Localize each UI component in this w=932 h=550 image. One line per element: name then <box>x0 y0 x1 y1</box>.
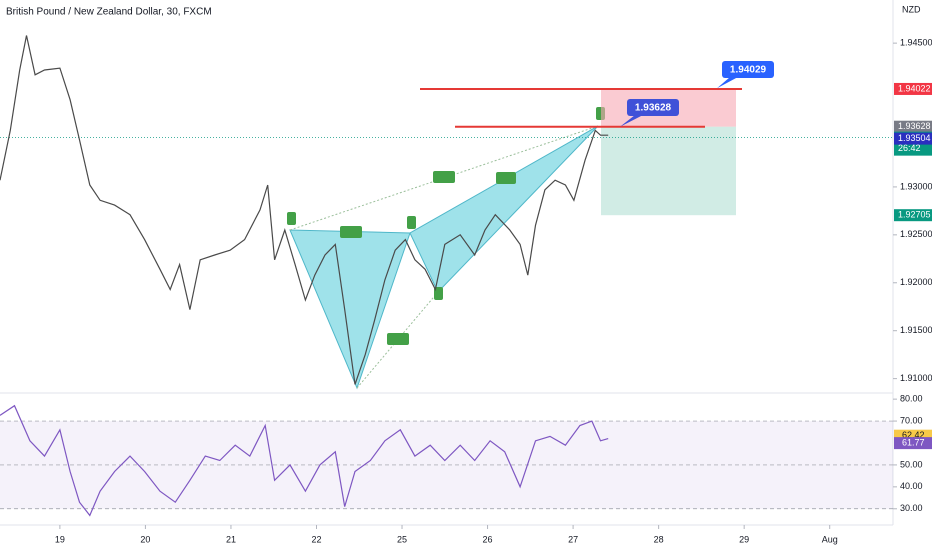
rsi-line <box>0 404 609 517</box>
pattern-label <box>387 333 409 345</box>
x-tick-label: 21 <box>226 534 236 544</box>
price-tag <box>894 120 932 133</box>
y-tick-label: 1.91500 <box>900 325 932 335</box>
price-tag <box>894 209 932 222</box>
x-tick-label: 19 <box>55 534 65 544</box>
callout-pointer <box>717 77 738 89</box>
pattern-label <box>434 287 443 300</box>
pattern-labels <box>287 107 605 345</box>
chart-title: British Pound / New Zealand Dollar, 30, … <box>6 7 212 18</box>
price-line <box>0 35 609 385</box>
x-tick-label: 28 <box>654 534 664 544</box>
pattern-label <box>496 172 516 184</box>
pattern-label <box>433 171 455 183</box>
pattern-label <box>287 212 296 225</box>
x-tick-label: 29 <box>739 534 749 544</box>
callout-box <box>722 61 774 78</box>
pattern-label <box>340 226 362 238</box>
rsi-tag-label: 61.77 <box>902 437 925 447</box>
price-tag <box>894 132 932 145</box>
target-zone <box>601 126 736 216</box>
y-tick-label: 80.00 <box>900 394 923 404</box>
pattern-label <box>407 216 416 229</box>
callout-label: 1.94029 <box>730 65 767 76</box>
y-tick-label: 70.00 <box>900 415 923 425</box>
y-tick-label: 1.93000 <box>900 181 932 191</box>
x-tick-label: 22 <box>311 534 321 544</box>
x-tick-label: 26 <box>483 534 493 544</box>
x-tick-label: 20 <box>140 534 150 544</box>
currency-label: NZD <box>902 4 921 14</box>
price-tag-label: 1.93628 <box>898 121 931 131</box>
x-tick-label: 25 <box>397 534 407 544</box>
rsi-tag-label: 62.42 <box>902 430 925 440</box>
price-tag <box>894 82 932 95</box>
price-tag-label: 1.93504 <box>898 133 931 143</box>
callout-label: 1.93628 <box>635 103 672 114</box>
rsi-tag <box>894 437 932 450</box>
y-tick-label: 40.00 <box>900 481 923 491</box>
y-tick-label: 30.00 <box>900 503 923 513</box>
y-tick-label: 1.94500 <box>900 38 932 48</box>
callout-box <box>627 99 679 116</box>
countdown: 26:42 <box>898 143 921 153</box>
pattern-ac <box>356 291 439 389</box>
y-tick-label: 50.00 <box>900 459 923 469</box>
y-tick-label: 1.92000 <box>900 277 932 287</box>
x-tick-label: 27 <box>568 534 578 544</box>
y-tick-label: 1.91000 <box>900 373 932 383</box>
callout-pointer <box>620 115 643 127</box>
price-tag-label: 1.94022 <box>898 83 931 93</box>
price-tag-label: 1.92705 <box>898 210 931 220</box>
y-tick-label: 1.92500 <box>900 229 932 239</box>
x-tick-label: Aug <box>822 534 838 544</box>
